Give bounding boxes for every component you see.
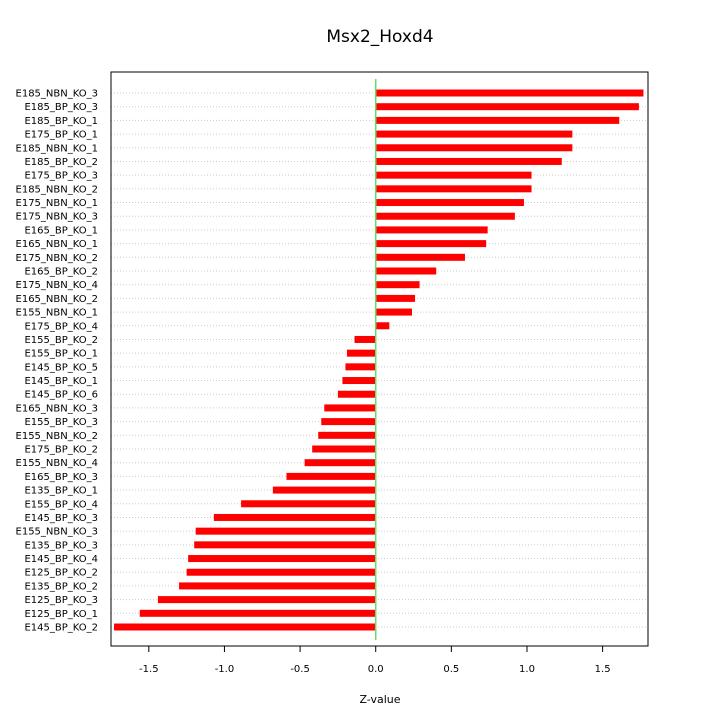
x-tick-label: 1.0 [519, 664, 535, 675]
bar [321, 418, 376, 426]
category-label: E135_BP_KO_2 [24, 581, 98, 592]
bar [139, 609, 376, 617]
category-label: E185_NBN_KO_2 [16, 184, 98, 195]
category-label: E145_BP_KO_2 [24, 623, 98, 634]
bar [241, 500, 376, 508]
category-label: E155_NBN_KO_4 [16, 458, 98, 469]
category-label: E155_NBN_KO_3 [16, 527, 98, 538]
bar [375, 267, 437, 275]
bar [188, 555, 376, 563]
category-label: E125_BP_KO_3 [24, 595, 98, 606]
category-label: E185_NBN_KO_3 [16, 89, 98, 100]
bar [312, 445, 376, 453]
category-label: E185_BP_KO_2 [24, 157, 98, 168]
bar [304, 459, 376, 467]
category-label: E175_NBN_KO_3 [16, 212, 98, 223]
bar [375, 212, 515, 220]
category-label: E145_BP_KO_3 [24, 513, 98, 524]
x-tick-label: -0.5 [290, 664, 310, 675]
bar [375, 322, 390, 330]
bar [354, 335, 376, 343]
category-label: E175_NBN_KO_2 [16, 253, 98, 264]
bar [346, 349, 376, 357]
bar [286, 472, 376, 480]
x-tick-label: -1.0 [215, 664, 235, 675]
category-label: E145_BP_KO_1 [24, 376, 98, 387]
bar [272, 486, 376, 494]
bar [375, 157, 562, 165]
category-label: E185_NBN_KO_1 [16, 143, 98, 154]
x-tick-label: -1.5 [139, 664, 159, 675]
bar [375, 103, 639, 111]
x-axis: -1.5 -1.0 -0.5 0.0 0.5 1.0 1.5 [139, 646, 611, 675]
category-label: E155_BP_KO_1 [24, 349, 98, 360]
category-label: E175_BP_KO_4 [24, 321, 98, 332]
bar [375, 144, 573, 152]
bar [194, 541, 376, 549]
bar [179, 582, 376, 590]
bar [375, 281, 420, 289]
bars [114, 89, 644, 631]
bar [375, 240, 487, 248]
category-label: E175_BP_KO_2 [24, 445, 98, 456]
category-label: E175_BP_KO_1 [24, 130, 98, 141]
bar [114, 623, 376, 631]
category-label: E155_BP_KO_4 [24, 499, 98, 510]
bar [375, 130, 573, 138]
bar [375, 308, 413, 316]
plot-frame [110, 71, 649, 647]
category-label: E155_NBN_KO_2 [16, 431, 98, 442]
category-label: E175_NBN_KO_4 [16, 280, 98, 291]
bar [375, 253, 465, 261]
category-label: E125_BP_KO_1 [24, 609, 98, 620]
category-label: E145_BP_KO_6 [24, 390, 98, 401]
category-label: E135_BP_KO_1 [24, 486, 98, 497]
bar [375, 185, 532, 193]
category-label: E145_BP_KO_4 [24, 554, 98, 565]
x-tick-label: 1.5 [595, 664, 611, 675]
category-label: E125_BP_KO_2 [24, 568, 98, 579]
category-labels: E185_NBN_KO_3 E185_BP_KO_3 E185_BP_KO_1 E17… [16, 89, 98, 634]
category-label: E175_NBN_KO_1 [16, 198, 98, 209]
category-label: E185_BP_KO_3 [24, 102, 98, 113]
category-label: E185_BP_KO_1 [24, 116, 98, 127]
chart-title: Msx2_Hoxd4 [326, 27, 433, 47]
bar [375, 226, 488, 234]
category-label: E155_BP_KO_3 [24, 417, 98, 428]
bar [318, 431, 376, 439]
x-tick-label: 0.0 [368, 664, 384, 675]
grid-lines [111, 92, 648, 628]
bar [375, 116, 620, 124]
x-tick-label: 0.5 [443, 664, 459, 675]
category-label: E135_BP_KO_3 [24, 540, 98, 551]
category-label: E165_NBN_KO_3 [16, 403, 98, 414]
category-label: E165_BP_KO_2 [24, 267, 98, 278]
category-label: E165_BP_KO_3 [24, 472, 98, 483]
category-label: E145_BP_KO_5 [24, 362, 98, 373]
bar [337, 390, 376, 398]
category-label: E175_BP_KO_3 [24, 171, 98, 182]
bar [324, 404, 376, 412]
category-label: E155_NBN_KO_1 [16, 308, 98, 319]
bar [375, 294, 416, 302]
bar [195, 527, 376, 535]
bar [157, 596, 376, 604]
category-label: E155_BP_KO_2 [24, 335, 98, 346]
category-label: E165_NBN_KO_2 [16, 294, 98, 305]
category-label: E165_BP_KO_1 [24, 225, 98, 236]
bar [375, 171, 532, 179]
bar [345, 363, 376, 371]
bar [375, 89, 644, 97]
bar [375, 199, 524, 207]
category-label: E165_NBN_KO_1 [16, 239, 98, 250]
bar [186, 568, 376, 576]
bar [342, 377, 376, 385]
bar [213, 513, 376, 521]
x-axis-title: Z-value [359, 693, 400, 706]
